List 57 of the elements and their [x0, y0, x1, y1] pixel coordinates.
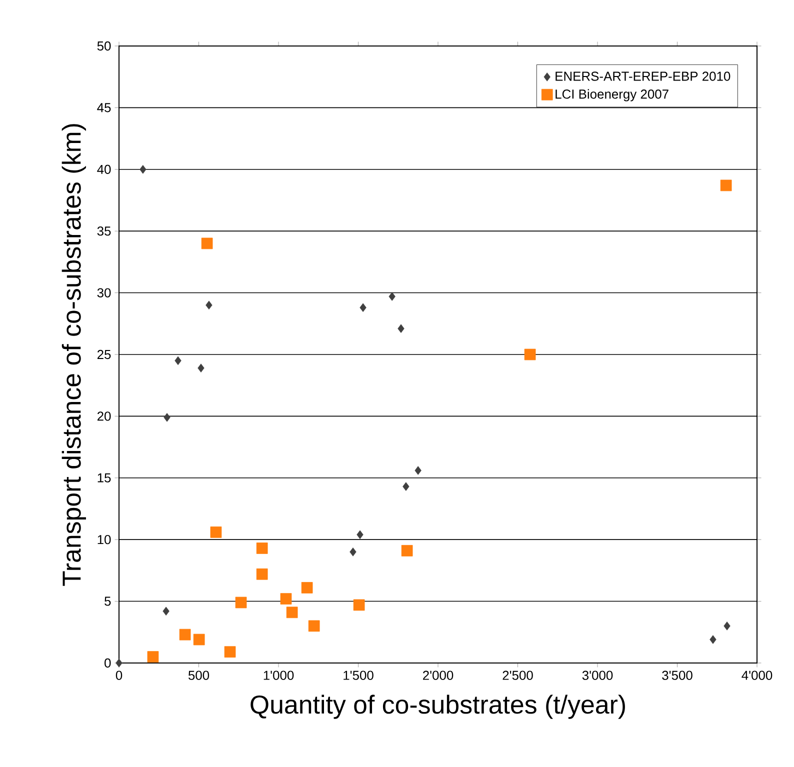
- y-tick-label: 0: [104, 658, 111, 668]
- point: [414, 466, 422, 475]
- point: [162, 606, 170, 616]
- point: [398, 324, 404, 333]
- point: [710, 635, 716, 644]
- point: [147, 651, 159, 662]
- x-tick-label: 2'000: [423, 670, 454, 680]
- point: [301, 582, 313, 594]
- x-axis-title: Quantity of co-substrates (t/year): [250, 694, 625, 719]
- point: [388, 292, 396, 301]
- point: [198, 364, 204, 372]
- x-tick-label: 3'000: [582, 670, 613, 680]
- y-tick-label: 45: [97, 103, 111, 112]
- point: [256, 542, 268, 554]
- point: [224, 646, 236, 658]
- x-tick-label: 3'500: [662, 670, 692, 680]
- point: [286, 606, 298, 618]
- point: [360, 303, 366, 312]
- point: [308, 620, 320, 632]
- point: [401, 545, 413, 556]
- y-tick-label: 20: [97, 412, 111, 421]
- point: [116, 658, 122, 668]
- y-tick-label: 30: [97, 288, 111, 298]
- y-tick-label: 25: [97, 350, 111, 360]
- legend-label: ENERS-ART-EREP-EBP 2010: [556, 72, 730, 81]
- point: [206, 300, 212, 310]
- point: [256, 568, 268, 580]
- point: [140, 165, 146, 174]
- point: [179, 628, 191, 640]
- x-tick-label: 0: [116, 670, 122, 680]
- y-tick-label: 35: [97, 226, 111, 236]
- x-tick-label: 2'500: [502, 670, 533, 680]
- y-tick-label: 5: [104, 596, 111, 606]
- point: [210, 526, 222, 538]
- y-tick-label: 10: [98, 534, 111, 544]
- point: [720, 180, 732, 192]
- point: [353, 599, 365, 611]
- x-tick-label: 500: [188, 670, 210, 680]
- point: [280, 593, 292, 604]
- point: [174, 356, 182, 366]
- point: [164, 413, 170, 422]
- point: [402, 482, 410, 491]
- point: [235, 596, 247, 608]
- x-tick-label: 4'000: [742, 670, 772, 680]
- x-tick-label: 1'500: [344, 670, 374, 680]
- point: [524, 348, 536, 360]
- point: [350, 548, 356, 556]
- point: [356, 530, 364, 540]
- y-tick-label: 40: [97, 164, 111, 174]
- x-tick-label: 1'000: [264, 670, 294, 680]
- legend-label: LCI Bioenergy 2007: [556, 89, 668, 102]
- point: [201, 238, 213, 250]
- y-axis-title: Transport distance of co-substrates (km): [62, 124, 86, 586]
- point: [724, 622, 730, 630]
- y-tick-label: 50: [97, 41, 111, 51]
- y-tick-label: 15: [98, 473, 111, 482]
- point: [193, 634, 205, 646]
